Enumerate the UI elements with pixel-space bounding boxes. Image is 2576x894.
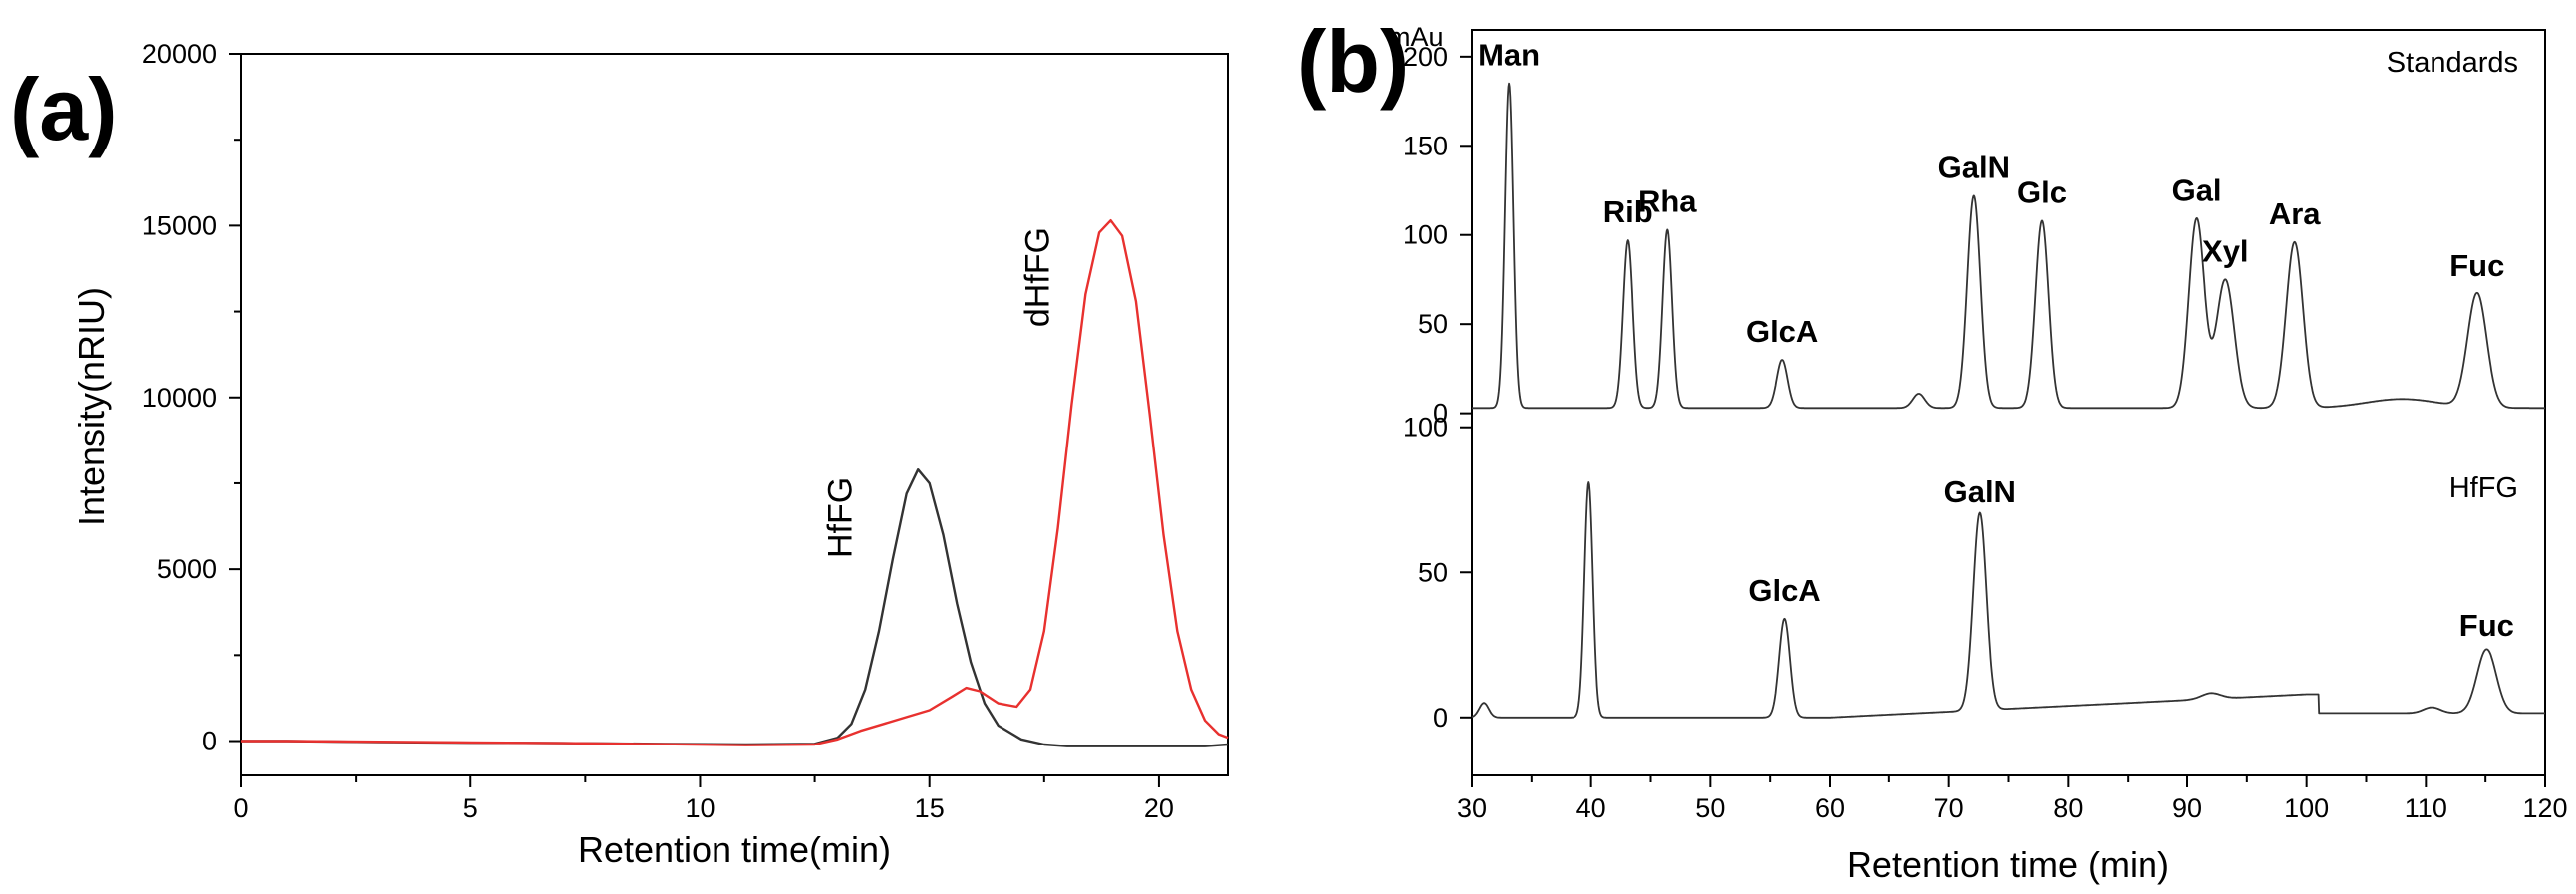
peak-label-fuc: Fuc <box>2449 248 2504 283</box>
panel-b-x-tick-label: 40 <box>1576 793 1606 823</box>
panel-a-x-axis: 0 5 10 15 20 <box>233 775 1174 823</box>
panel-b-label: (b) <box>1297 12 1409 111</box>
peak-label-man: Man <box>1478 38 1540 73</box>
peak-label-ara: Ara <box>2269 196 2321 231</box>
panel-b-hffg-trace <box>1471 481 2546 719</box>
panel-b-y-tick-label: 50 <box>1418 557 1448 587</box>
panel-b-hffg-y-axis: 0 50 100 <box>1403 413 1472 733</box>
panel-b-x-tick-label: 50 <box>1695 793 1725 823</box>
panel-b-y-tick-label: 0 <box>1433 703 1448 733</box>
panel-a-y-tick-label: 5000 <box>157 554 217 584</box>
panel-b-x-axis-title: Retention time (min) <box>1847 844 2169 885</box>
panel-b-frame <box>1471 29 2546 776</box>
peak-label-glca: GlcA <box>1746 314 1818 349</box>
peak-label-fuc: Fuc <box>2459 608 2514 643</box>
panel-a-y-tick-label: 0 <box>202 727 217 756</box>
panel-b-hffg-peak-labels: GlcA GalN Fuc <box>1748 474 2514 643</box>
panel-b-x-tick-label: 60 <box>1815 793 1845 823</box>
panel-b-x-tick-label: 30 <box>1457 793 1487 823</box>
peak-label-galn: GalN <box>1944 474 2016 509</box>
panel-b-standards-trace <box>1471 82 2546 410</box>
panel-b-unit-label: mAu <box>1388 22 1444 52</box>
peak-label-glc: Glc <box>2017 174 2067 209</box>
panel-a-y-tick-label: 10000 <box>143 383 217 413</box>
panel-a-frame <box>240 53 1229 776</box>
panel-a-y-tick-label: 20000 <box>143 39 217 69</box>
panel-b-x-tick-label: 110 <box>2405 793 2447 823</box>
panel-b-y-tick-label: 0 <box>1433 399 1448 429</box>
peak-label-glca: GlcA <box>1748 573 1820 608</box>
panel-b-y-tick-label: 150 <box>1403 131 1448 160</box>
panel-a-x-tick-label: 10 <box>685 793 715 823</box>
panel-a-x-axis-title: Retention time(min) <box>578 829 891 870</box>
panel-b-y-tick-label: 100 <box>1403 220 1448 250</box>
panel-b-x-tick-label: 80 <box>2053 793 2083 823</box>
panel-b-y-tick-label: 200 <box>1403 42 1448 72</box>
panel-b-x-tick-label: 120 <box>2522 793 2567 823</box>
panel-a-label: (a) <box>10 60 118 158</box>
panel-b-y-tick-label: 100 <box>1403 413 1448 443</box>
panel-b-standards-name: Standards <box>2387 47 2518 79</box>
series-line-standards <box>1471 82 2546 410</box>
panel-a-y-tick-label: 15000 <box>143 210 217 240</box>
panel-a-annotations: HfFG dHfFG <box>821 227 1056 558</box>
panel-a: (a) 0 5 10 15 20 0 5000 10000 15000 20000 HfFG dH… <box>10 39 1229 870</box>
series-line-dhffg <box>241 219 1229 746</box>
panel-a-x-tick-label: 20 <box>1144 793 1174 823</box>
panel-b-hffg-name: HfFG <box>2449 472 2518 504</box>
peak-label-rha: Rha <box>1638 183 1697 218</box>
peak-label-galn: GalN <box>1938 149 2010 184</box>
peak-label-rib: Rib <box>1603 194 1653 229</box>
panel-a-x-tick-label: 15 <box>915 793 945 823</box>
panel-b-x-tick-label: 90 <box>2172 793 2202 823</box>
panel-a-series <box>241 219 1229 747</box>
peak-label-gal: Gal <box>2172 173 2222 208</box>
panel-b-standards-y-axis: 0 50 100 150 200 <box>1403 42 1472 429</box>
series-line-hffg <box>1471 481 2546 719</box>
panel-a-y-axis-title: Intensity(nRIU) <box>71 287 112 526</box>
panel-a-x-tick-label: 5 <box>463 793 478 823</box>
peak-label-xyl: Xyl <box>2202 233 2249 268</box>
annotation-hffg: HfFG <box>821 477 859 558</box>
panel-b-x-axis: 30 40 50 60 70 80 90 100 110 120 <box>1457 775 2568 823</box>
panel-a-x-tick-label: 0 <box>233 793 248 823</box>
panel-b-x-tick-label: 70 <box>1934 793 1964 823</box>
panel-b: (b) mAu 30 40 50 60 70 80 90 100 110 120 0 50 100 15… <box>1297 12 2568 885</box>
series-line-hffg <box>241 468 1229 747</box>
panel-b-y-tick-label: 50 <box>1418 309 1448 339</box>
panel-b-x-tick-label: 100 <box>2284 793 2329 823</box>
panel-a-y-axis: 0 5000 10000 15000 20000 <box>143 39 241 756</box>
annotation-dhffg: dHfFG <box>1018 227 1056 327</box>
